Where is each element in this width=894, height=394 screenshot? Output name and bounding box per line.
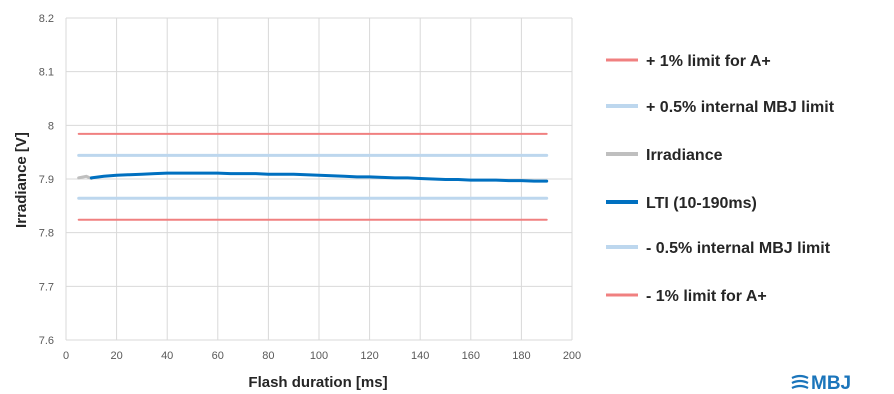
- x-tick-label: 40: [161, 350, 173, 362]
- x-tick-label: 80: [262, 350, 274, 362]
- y-tick-label: 8.1: [39, 67, 54, 79]
- y-tick-label: 7.6: [39, 335, 54, 347]
- x-tick-label: 0: [63, 350, 69, 362]
- y-tick-label: 8.2: [39, 13, 54, 25]
- x-tick-label: 120: [360, 350, 378, 362]
- series-line-2: [77, 174, 93, 180]
- x-tick-label: 20: [110, 350, 122, 362]
- y-tick-label: 7.8: [39, 228, 54, 240]
- mbj-logo: MBJ: [791, 373, 851, 392]
- legend-label-5: - 1% limit for A+: [646, 288, 767, 305]
- x-axis-title: Flash duration [ms]: [248, 374, 387, 391]
- legend: + 1% limit for A+ + 0.5% internal MBJ lim…: [606, 53, 835, 305]
- x-axis-ticks: 0 20 40 60 80 100 120 140 160 180 200: [63, 350, 581, 362]
- y-tick-label: 8: [48, 120, 54, 132]
- y-tick-label: 7.7: [39, 281, 54, 293]
- legend-label-1: + 0.5% internal MBJ limit: [646, 99, 835, 116]
- legend-label-3: LTI (10-190ms): [646, 195, 757, 212]
- x-tick-label: 200: [563, 350, 581, 362]
- plot-series: [77, 132, 549, 221]
- x-tick-label: 180: [512, 350, 530, 362]
- x-tick-label: 140: [411, 350, 429, 362]
- y-axis-ticks: 7.6 7.7 7.8 7.9 8 8.1 8.2: [39, 13, 54, 347]
- legend-label-4: - 0.5% internal MBJ limit: [646, 240, 831, 257]
- mbj-logo-icon: [791, 374, 809, 389]
- x-tick-label: 60: [212, 350, 224, 362]
- legend-label-0: + 1% limit for A+: [646, 53, 771, 70]
- series-line-3: [89, 171, 549, 183]
- y-tick-label: 7.9: [39, 174, 54, 186]
- legend-label-2: Irradiance: [646, 147, 723, 164]
- x-tick-label: 100: [310, 350, 328, 362]
- gridlines: [65, 17, 573, 341]
- mbj-logo-text: MBJ: [811, 373, 851, 392]
- y-axis-title: Irradiance [V]: [13, 132, 30, 228]
- x-tick-label: 160: [462, 350, 480, 362]
